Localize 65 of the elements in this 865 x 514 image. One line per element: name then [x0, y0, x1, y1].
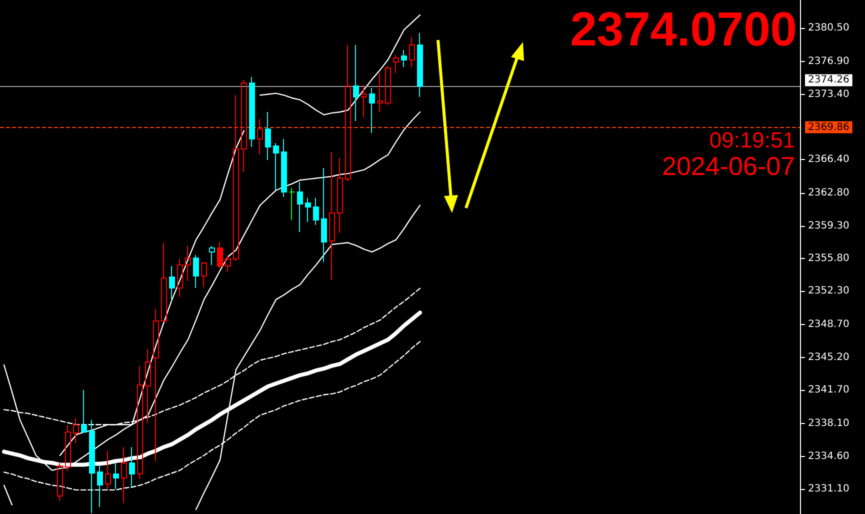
candlestick	[265, 111, 271, 161]
candlestick	[201, 262, 207, 288]
candlestick	[273, 142, 279, 190]
candlestick	[305, 197, 311, 223]
candlestick	[137, 365, 143, 480]
candlestick	[401, 50, 407, 68]
candlestick	[113, 462, 119, 490]
candlestick	[161, 242, 167, 322]
candlestick	[385, 65, 391, 106]
y-tick-label: 2352.30	[808, 286, 850, 297]
y-tick-label: 2338.10	[808, 418, 850, 430]
candlestick	[409, 36, 415, 68]
candlestick	[193, 254, 199, 288]
candlestick	[217, 241, 223, 269]
candlestick	[225, 255, 231, 273]
candlestick	[369, 88, 375, 134]
candlestick	[321, 167, 327, 263]
y-tick-label: 2331.10	[808, 483, 850, 494]
candlestick	[129, 446, 135, 488]
y-tick-label: 2359.30	[808, 220, 850, 232]
y-tick-label: 2373.40	[808, 88, 850, 100]
candlestick	[57, 462, 63, 502]
candlestick	[345, 44, 351, 182]
candlestick	[177, 258, 183, 298]
candlestick	[121, 446, 127, 504]
candlestick	[209, 245, 215, 266]
annotation: 2374.0700	[570, 4, 798, 56]
y-tick-label: 2355.80	[808, 252, 850, 264]
annotation: 09:19:51	[709, 128, 796, 152]
candlestick	[249, 76, 255, 148]
y-tick-label: 2380.50	[808, 22, 850, 34]
candlestick	[97, 466, 103, 508]
candlestick	[377, 72, 383, 112]
candlestick	[169, 265, 175, 302]
candlestick	[233, 94, 239, 262]
candlestick	[185, 245, 191, 282]
candlestick	[353, 44, 359, 122]
candlestick	[73, 417, 79, 444]
y-tick-label: 2341.70	[808, 384, 850, 396]
candlestick	[313, 197, 319, 226]
y-tick-label: 2348.70	[808, 319, 850, 330]
candlestick	[329, 152, 335, 280]
y-tick-label: 2345.20	[808, 352, 850, 363]
candlestick	[417, 32, 423, 98]
candlestick	[105, 450, 111, 490]
y-tick-label: 2376.90	[808, 56, 850, 68]
ref-line-label: 2369.86	[808, 122, 850, 133]
y-tick-label: 2362.80	[808, 188, 850, 199]
annotation: 2024-06-07	[662, 151, 796, 181]
candlestick	[257, 118, 263, 155]
candlestick	[361, 84, 367, 118]
candlestick	[81, 389, 87, 433]
candlestick	[89, 419, 95, 514]
candlestick	[393, 54, 399, 74]
candlestick	[289, 187, 295, 220]
candlestick	[241, 79, 247, 172]
y-tick-label: 2334.60	[808, 450, 850, 462]
candlestick	[145, 348, 151, 424]
y-tick-label: 2366.40	[808, 154, 850, 166]
candlestick	[65, 424, 71, 472]
candlestick	[153, 308, 159, 462]
candlestick	[297, 181, 303, 232]
candlestick	[281, 138, 287, 198]
candlestick	[337, 157, 343, 234]
ref-line-label: 2374.26	[808, 74, 850, 86]
